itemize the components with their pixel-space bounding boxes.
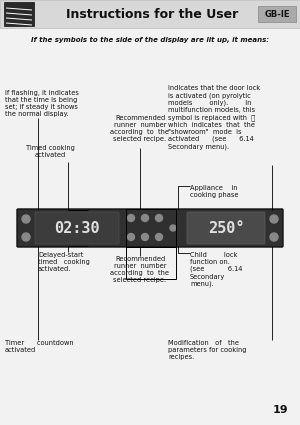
Text: Modification   of   the
parameters for cooking
recipes.: Modification of the parameters for cooki… [168,340,247,360]
Text: Instructions for the User: Instructions for the User [66,8,238,20]
Circle shape [270,233,278,241]
Bar [4,2,34,26]
Text: 02:30: 02:30 [54,221,100,235]
Circle shape [22,233,30,241]
Circle shape [142,215,148,221]
FancyBboxPatch shape [187,212,265,244]
Circle shape [270,215,278,223]
FancyBboxPatch shape [35,212,119,244]
Circle shape [170,225,176,231]
Text: If the symbols to the side of the display are lit up, it means:: If the symbols to the side of the displa… [31,37,269,43]
Bar [126,247,176,279]
Bar [258,6,296,22]
Text: Timed cooking
activated: Timed cooking activated [26,145,74,158]
Text: Indicates that the door lock
is activated (on pyrolytic
models        only).    : Indicates that the door lock is activate… [168,85,260,150]
Circle shape [128,233,134,241]
Bar [126,209,176,247]
Text: Delayed-start
timed   cooking
activated.: Delayed-start timed cooking activated. [38,252,90,272]
FancyBboxPatch shape [17,209,283,247]
Text: Child        lock
function on.
(see           6.14
Secondary
menu).: Child lock function on. (see 6.14 Second… [190,252,242,287]
Text: If flashing, it indicates
that the time is being
set; if steady it shows
the nor: If flashing, it indicates that the time … [5,90,79,117]
Text: 250°: 250° [208,221,244,235]
Text: Appliance    in
cooking phase: Appliance in cooking phase [190,185,238,198]
Circle shape [155,215,163,221]
Circle shape [128,215,134,221]
Circle shape [142,233,148,241]
Bar [0,0,300,28]
Circle shape [22,215,30,223]
Text: 19: 19 [272,405,288,415]
Circle shape [155,233,163,241]
Text: GB-IE: GB-IE [264,9,290,19]
Text: Recommended
runner  number
according  to  the
selected recipe.: Recommended runner number according to t… [110,115,169,142]
Text: Recommended
runner  number
according  to  the
selected recipe.: Recommended runner number according to t… [110,256,169,283]
Text: Timer      countdown
activated: Timer countdown activated [5,340,73,353]
